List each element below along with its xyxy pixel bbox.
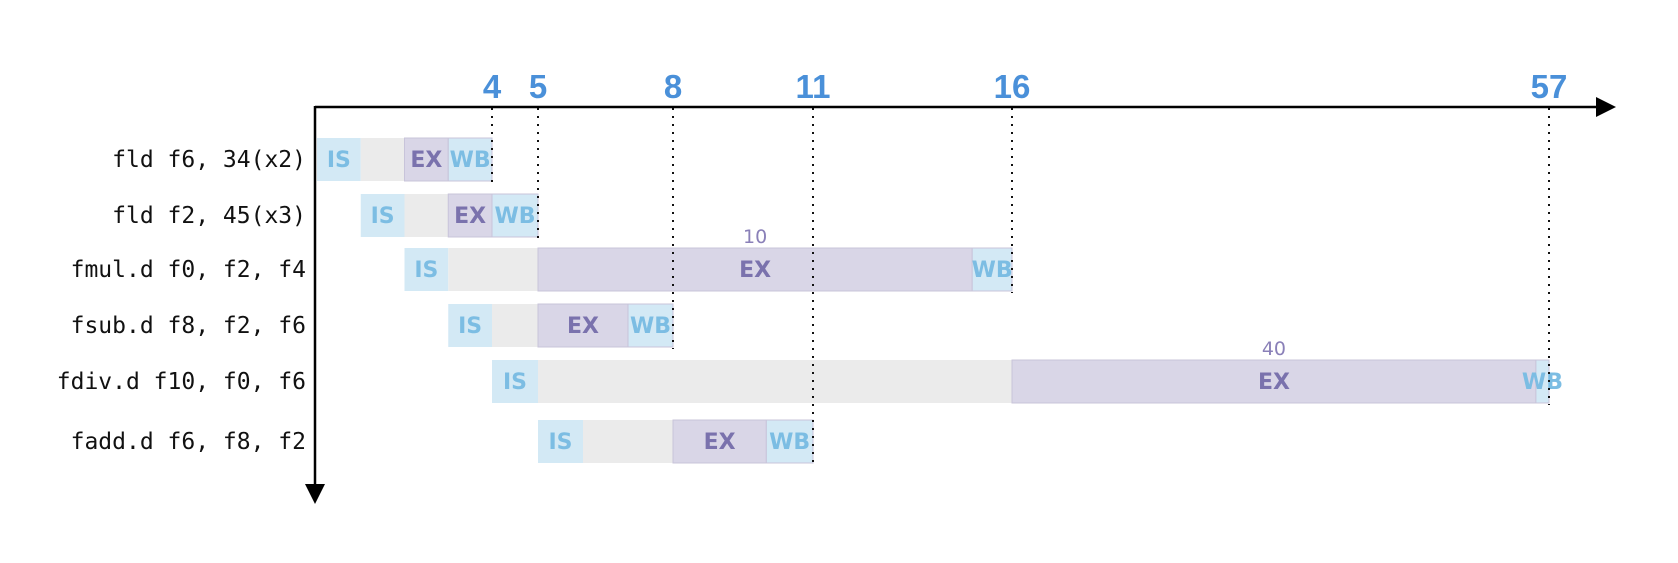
stage-is-label: IS [503, 370, 527, 395]
stage-wb-segment [971, 247, 1013, 292]
stage-wb-label: WB [972, 258, 1013, 283]
stage-ex-label: EX [739, 258, 771, 283]
stage-ex-segment [672, 419, 767, 464]
stage-is-label: IS [458, 314, 482, 339]
stage-is-label: IS [414, 258, 438, 283]
instruction-row: fdiv.d f10, f0, f6 IS EX 40 WB [57, 338, 1563, 404]
stage-wb-label: WB [769, 430, 810, 455]
stall-segment [583, 420, 673, 463]
stage-is-segment [360, 194, 405, 237]
instruction-row: fadd.d f6, f8, f2 IS EX WB [71, 419, 814, 464]
instruction-label: fld f6, 34(x2) [112, 147, 306, 173]
stage-ex-label: EX [1258, 370, 1290, 395]
stage-wb-label: WB [450, 148, 491, 173]
stage-is-label: IS [327, 148, 351, 173]
stage-ex-label: EX [410, 148, 442, 173]
instruction-axis-arrow-icon [305, 484, 325, 504]
stage-is-segment [448, 304, 492, 347]
stage-ex-label: EX [704, 430, 736, 455]
stage-is-label: IS [371, 204, 395, 229]
stage-wb-segment [765, 419, 814, 464]
instruction-label: fadd.d f6, f8, f2 [71, 429, 306, 455]
cycle-tick-label: 8 [664, 68, 682, 105]
stage-is-segment [538, 420, 583, 463]
stage-is-segment [317, 138, 361, 181]
ex-latency-label: 10 [743, 226, 767, 248]
instruction-row: fld f6, 34(x2) IS EX WB [112, 137, 493, 182]
cycle-tick-labels: 4 5 8 11 16 57 [483, 68, 1568, 105]
stage-ex-segment [537, 303, 629, 348]
stage-ex-segment [1011, 359, 1537, 404]
instruction-label: fdiv.d f10, f0, f6 [57, 369, 306, 395]
cycle-tick-label: 11 [796, 68, 831, 105]
stall-segment [404, 194, 449, 237]
stall-segment [492, 304, 538, 347]
stage-ex-segment [537, 247, 973, 292]
stage-wb-segment [447, 137, 493, 182]
stall-segment [538, 360, 1012, 403]
time-axis-arrow-icon [1596, 97, 1616, 117]
stall-segment [360, 138, 405, 181]
stage-ex-segment [404, 137, 449, 182]
stage-is-segment [404, 248, 449, 291]
stage-wb-segment [491, 193, 539, 238]
cycle-tick-label: 4 [483, 68, 502, 105]
instruction-row: fsub.d f8, f2, f6 IS EX WB [71, 303, 674, 348]
stage-ex-label: EX [454, 204, 486, 229]
instruction-label: fsub.d f8, f2, f6 [71, 313, 306, 339]
stage-ex-label: EX [567, 314, 599, 339]
instruction-label: fld f2, 45(x3) [112, 203, 306, 229]
cycle-tick-label: 5 [529, 68, 547, 105]
instruction-rows: fld f6, 34(x2) IS EX WB fld f2, 45(x3) IS EX WB… [57, 137, 1563, 464]
stage-wb-label: WB [630, 314, 671, 339]
cycle-guide-lines [491, 108, 1550, 465]
instruction-label: fmul.d f0, f2, f4 [71, 257, 306, 283]
stage-is-label: IS [548, 430, 572, 455]
ex-latency-label: 40 [1262, 338, 1286, 360]
stage-is-segment [492, 360, 538, 403]
instruction-row: fmul.d f0, f2, f4 IS EX 10 WB [71, 226, 1013, 292]
cycle-tick-label: 16 [994, 68, 1031, 105]
stall-segment [448, 248, 538, 291]
stage-wb-label: WB [494, 204, 535, 229]
instruction-row: fld f2, 45(x3) IS EX WB [112, 193, 539, 238]
stage-wb-label: WB [1522, 370, 1563, 395]
cycle-tick-label: 57 [1531, 68, 1568, 105]
